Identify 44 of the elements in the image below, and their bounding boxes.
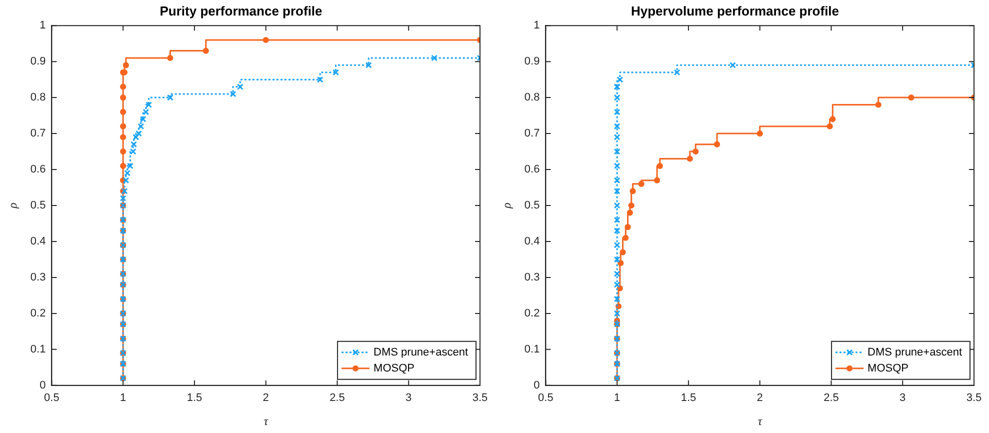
chart-title: Hypervolume performance profile	[630, 3, 840, 18]
x-tick-label: 3.5	[966, 392, 982, 404]
y-tick-label: 0.5	[524, 200, 540, 212]
y-axis-title: ρ	[499, 202, 514, 210]
x-tick-label: 1.5	[186, 392, 202, 404]
y-tick-label: 0.4	[524, 236, 540, 248]
x-tick-label: 3.5	[472, 392, 488, 404]
legend-label: MOSQP	[374, 362, 414, 374]
y-tick-label: 0	[534, 379, 540, 392]
legend-label: DMS prune+ascent	[374, 346, 468, 358]
x-tick-label: 2	[262, 392, 269, 404]
y-tick-label: 0.1	[524, 343, 540, 356]
x-tick-label: 2.5	[330, 392, 345, 404]
y-tick-label: 0.9	[30, 56, 46, 68]
y-tick-label: 0.6	[524, 164, 540, 176]
x-tick-label: 3	[900, 392, 906, 404]
y-tick-label: 0.7	[30, 128, 46, 140]
legend-label: MOSQP	[868, 362, 908, 374]
x-tick-label: 2.5	[824, 392, 839, 404]
x-tick-label: 1	[614, 392, 620, 404]
y-tick-label: 0.2	[524, 307, 540, 320]
y-tick-label: 0.3	[30, 271, 46, 284]
y-axis-title: ρ	[5, 202, 20, 210]
y-tick-label: 1	[40, 20, 46, 32]
x-axis-title: τ	[758, 414, 763, 428]
y-tick-label: 1	[534, 20, 540, 32]
y-tick-label: 0.8	[30, 92, 46, 104]
x-tick-label: 1.5	[680, 392, 696, 404]
y-tick-label: 0.9	[524, 56, 540, 68]
y-tick-label: 0.1	[30, 343, 46, 356]
y-tick-label: 0.4	[30, 236, 46, 248]
y-tick-label: 0.5	[30, 200, 46, 212]
chart-title: Purity performance profile	[160, 3, 322, 18]
y-tick-label: 0.3	[524, 271, 540, 284]
x-tick-label: 3	[406, 392, 412, 404]
x-axis-title: τ	[264, 414, 269, 428]
y-tick-label: 0.2	[30, 307, 46, 320]
x-tick-label: 1	[120, 392, 126, 404]
y-tick-label: 0.6	[30, 164, 46, 176]
y-tick-label: 0.7	[524, 128, 540, 140]
legend-label: DMS prune+ascent	[868, 346, 962, 358]
y-tick-label: 0	[40, 379, 46, 392]
x-tick-label: 2	[756, 392, 763, 404]
y-tick-label: 0.8	[524, 92, 540, 104]
